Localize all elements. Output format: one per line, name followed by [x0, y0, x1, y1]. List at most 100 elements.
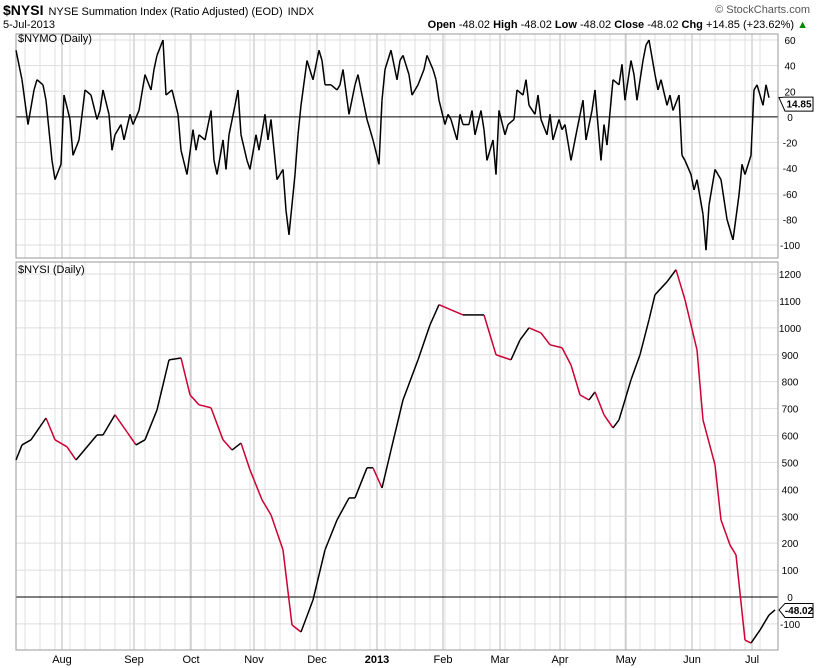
series-segment — [426, 55, 434, 70]
series-segment — [576, 100, 584, 130]
series-segment — [300, 599, 314, 633]
series-segment — [693, 179, 698, 191]
series-segment — [630, 354, 641, 381]
series-segment — [390, 399, 404, 451]
y-tick-label: 700 — [782, 405, 799, 416]
series-segment — [720, 179, 728, 220]
series-segment — [492, 139, 497, 175]
series-segment — [321, 60, 326, 85]
series-segment — [528, 104, 536, 115]
series-segment — [696, 179, 704, 215]
series-segment — [162, 39, 167, 96]
series-segment — [267, 119, 272, 141]
series-segment — [366, 119, 374, 141]
series-segment — [648, 294, 656, 320]
series-segment — [138, 74, 146, 111]
series-segment — [222, 439, 233, 451]
date: 5-Jul-2013 — [3, 19, 55, 31]
panel-frame — [15, 261, 779, 651]
series-segment — [15, 444, 23, 461]
series-segment — [570, 144, 575, 161]
series-segment — [354, 467, 368, 499]
series-segment — [114, 124, 122, 136]
open-value: -48.02 — [458, 19, 491, 31]
series-segment — [156, 39, 164, 56]
series-segment — [690, 174, 695, 191]
series-segment — [96, 110, 101, 120]
series-segment — [702, 419, 716, 466]
series-segment — [714, 169, 719, 175]
y-tick-label: -100 — [780, 241, 800, 252]
brand-logo[interactable]: © StockCharts.com — [715, 4, 810, 16]
y-tick-label: 1200 — [779, 270, 802, 281]
series-segment — [180, 150, 188, 175]
x-tick-label: Dec — [307, 654, 327, 666]
series-segment — [480, 110, 485, 130]
series-segment — [195, 134, 200, 151]
security-name: NYSE Summation Index (Ratio Adjusted) (E… — [48, 6, 283, 18]
series-segment — [27, 89, 35, 125]
series-segment — [660, 79, 668, 106]
series-segment — [144, 74, 152, 91]
series-segment — [729, 544, 737, 556]
series-segment — [603, 124, 608, 146]
y-tick-label: 100 — [782, 566, 799, 577]
series-segment — [90, 94, 98, 120]
symbol: $NYSI — [3, 2, 44, 18]
series-segment — [42, 84, 47, 101]
x-tick-label: Oct — [182, 654, 199, 666]
series-segment — [300, 60, 308, 106]
series-segment — [456, 114, 461, 141]
series-segment — [402, 55, 410, 75]
series-segment — [720, 519, 731, 546]
series-segment — [705, 205, 710, 251]
series-segment — [45, 417, 56, 441]
series-segment — [294, 134, 299, 175]
series-segment — [534, 94, 539, 115]
series-segment — [222, 139, 227, 170]
series-segment — [702, 214, 707, 251]
series-segment — [603, 414, 614, 429]
series-segment — [495, 110, 500, 175]
close-label: Close — [614, 19, 645, 31]
series-segment — [411, 84, 419, 96]
series-segment — [285, 210, 290, 235]
series-segment — [45, 100, 53, 161]
last-value-tag — [778, 96, 814, 112]
series-segment — [15, 50, 23, 80]
series-segment — [471, 110, 476, 135]
y-tick-label: -20 — [783, 139, 798, 150]
series-segment — [657, 79, 662, 91]
series-segment — [330, 84, 338, 91]
series-segment — [168, 357, 182, 361]
series-segment — [594, 89, 602, 161]
series-segment — [75, 434, 98, 461]
series-segment — [372, 467, 383, 489]
series-segment — [450, 119, 458, 141]
series-segment — [282, 169, 287, 211]
series-segment — [444, 114, 449, 125]
series-segment — [459, 114, 464, 125]
series-segment — [336, 497, 350, 521]
x-tick-label: Apr — [551, 654, 568, 666]
series-segment — [150, 69, 155, 91]
series-segment — [525, 79, 530, 106]
quote-bar: Open -48.02 High -48.02 Low -48.02 Close… — [428, 19, 808, 31]
series-segment — [537, 95, 542, 120]
y-tick-label: 1100 — [779, 297, 801, 308]
x-tick-label: Aug — [52, 654, 72, 666]
series-segment — [612, 419, 620, 429]
series-segment — [228, 105, 236, 135]
series-segment — [483, 314, 497, 355]
series-segment — [102, 414, 116, 436]
series-segment — [225, 134, 230, 170]
series-segment — [66, 446, 77, 461]
series-segment — [519, 327, 530, 341]
series-segment — [600, 124, 605, 161]
series-segment — [744, 155, 752, 175]
series-segment — [594, 391, 605, 416]
series-segment — [213, 160, 218, 175]
series-segment — [210, 110, 215, 161]
series-segment — [51, 160, 56, 180]
y-tick-label: 200 — [782, 539, 799, 550]
